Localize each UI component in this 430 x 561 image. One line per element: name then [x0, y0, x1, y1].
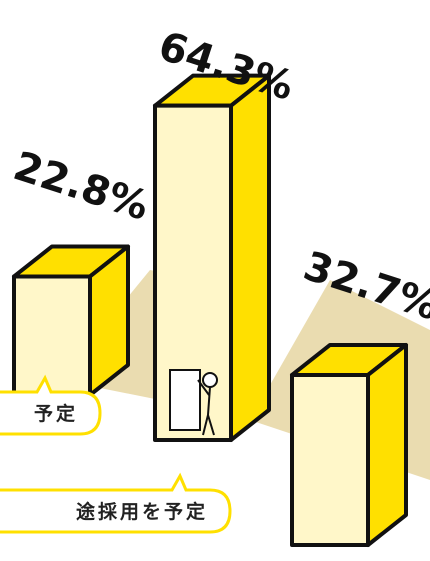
- page: {"chart_data": {"type": "bar", "categori…: [0, 0, 430, 561]
- bar-front: [292, 375, 368, 545]
- bar-front: [14, 276, 90, 395]
- figure-head: [203, 373, 217, 387]
- value-label: 22.8%: [8, 143, 154, 230]
- category-label: 途採用を予定: [76, 500, 208, 523]
- chart: 22.8%64.3%32.7%予定途採用を予定: [0, 0, 430, 561]
- bar: [14, 246, 128, 395]
- category-label: 予定: [34, 402, 78, 425]
- door: [170, 370, 200, 430]
- bar-side: [368, 345, 406, 545]
- bar-side: [231, 76, 269, 440]
- bar: [292, 345, 406, 545]
